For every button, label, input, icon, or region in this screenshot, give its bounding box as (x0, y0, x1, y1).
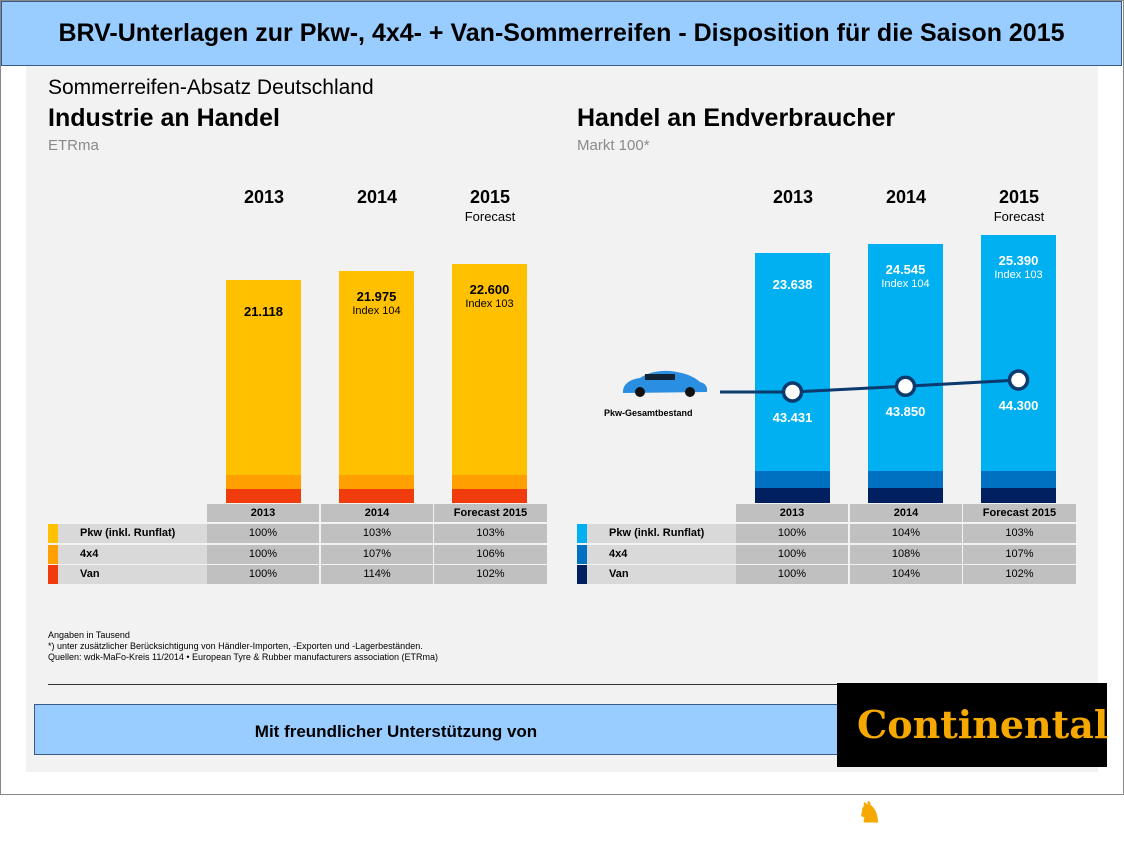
table-row-label: 4x4 (48, 544, 207, 564)
bar-segment-van (981, 488, 1056, 503)
bar-value-label: 23.638 (772, 277, 813, 292)
bar-index-label: Index 103 (994, 269, 1043, 281)
bar-index-label: Index 104 (352, 305, 401, 317)
line-value-label: 44.300 (998, 398, 1039, 413)
table-cell: 100% (736, 544, 848, 564)
bar-segment-van (339, 489, 414, 503)
table-header: Forecast 2015 (963, 504, 1076, 522)
note-sources: Quellen: wdk-MaFo-Kreis 11/2014 • Europe… (48, 652, 438, 662)
bar-value-label: 25.390 (998, 253, 1039, 268)
table-cell: 104% (850, 524, 962, 543)
table-row-label: Van (48, 565, 207, 584)
note-units: Angaben in Tausend (48, 630, 130, 640)
bar-total-2015: 22.600 Index 103 (452, 264, 527, 503)
continental-logo: Continental ♞ (837, 683, 1108, 829)
bar-segment-van (226, 489, 301, 503)
table-cell: 114% (321, 565, 433, 584)
table-cell: 100% (207, 544, 319, 564)
line-path (720, 378, 1019, 394)
bar-value-label: 21.975 (356, 289, 397, 304)
bar-segment-van (755, 488, 830, 503)
year-label: 2013 (772, 187, 814, 207)
year-label: 2013 (243, 187, 285, 207)
bar-segment-van (452, 489, 527, 503)
footer-text: Mit freundlicher Unterstützung von (254, 722, 538, 741)
car-icon (623, 370, 708, 397)
subtitle: Sommerreifen-Absatz Deutschland (48, 76, 374, 99)
table-header: 2014 (321, 504, 433, 522)
line-series (623, 369, 1030, 403)
chart-unit: ETRma (48, 137, 99, 154)
table-row-label: Van (577, 565, 736, 584)
bar-value-label: 22.600 (469, 282, 510, 297)
chart-unit: Markt 100* (577, 137, 650, 154)
bar-value-label: 24.545 (885, 262, 926, 277)
bar-value-label: 21.118 (243, 304, 284, 319)
bar-segment-4x4 (868, 471, 943, 488)
line-value-label: 43.431 (772, 410, 813, 425)
table-cell: 100% (736, 565, 848, 584)
bar-segment-4x4 (755, 471, 830, 488)
bar-index-label: Index 103 (465, 298, 514, 310)
table-cell: 104% (850, 565, 962, 584)
table-cell: 102% (434, 565, 547, 584)
note-asterisk: *) unter zusätzlicher Berücksichtigung v… (48, 641, 423, 651)
table-cell: 100% (207, 524, 319, 543)
table-cell: 103% (963, 524, 1076, 543)
year-label: 2015 (998, 187, 1040, 207)
year-label: 2015 (469, 187, 511, 207)
bar-segment-van (868, 488, 943, 503)
table-header: 2013 (207, 504, 319, 522)
bar-total-2013: 23.638 (755, 253, 830, 503)
table-cell: 107% (963, 544, 1076, 564)
divider (48, 684, 848, 685)
table-cell: 103% (434, 524, 547, 543)
line-series-label: Pkw-Gesamtbestand (604, 408, 693, 418)
table-cell: 100% (207, 565, 319, 584)
chart-title: Industrie an Handel (48, 104, 280, 132)
table-cell: 100% (736, 524, 848, 543)
bar-segment-4x4 (452, 475, 527, 489)
table-row-label: 4x4 (577, 544, 736, 564)
bar-total-2014: 24.545 Index 104 (868, 244, 943, 503)
table-row-label: Pkw (inkl. Runflat) (577, 524, 736, 543)
bar-total-2014: 21.975 Index 104 (339, 271, 414, 503)
footnotes: Angaben in Tausend *) unter zusätzlicher… (48, 630, 438, 663)
bar-segment-4x4 (981, 471, 1056, 488)
table-cell: 102% (963, 565, 1076, 584)
line-point (894, 375, 917, 397)
table-cell: 103% (321, 524, 433, 543)
table-header: Forecast 2015 (434, 504, 547, 522)
title-bar: BRV-Unterlagen zur Pkw-, 4x4- + Van-Somm… (1, 1, 1122, 66)
table-row-label: Pkw (inkl. Runflat) (48, 524, 207, 543)
forecast-label: Forecast (464, 209, 516, 224)
table-cell: 108% (850, 544, 962, 564)
bar-total-2013: 21.118 (226, 280, 301, 503)
line-point (781, 381, 804, 403)
year-label: 2014 (356, 187, 398, 207)
bar-segment-4x4 (339, 475, 414, 489)
forecast-label: Forecast (993, 209, 1045, 224)
table-cell: 106% (434, 544, 547, 564)
table-cell: 107% (321, 544, 433, 564)
table-header: 2013 (736, 504, 848, 522)
bar-total-2015: 25.390 Index 103 (981, 235, 1056, 503)
line-point (1007, 369, 1030, 391)
bar-index-label: Index 104 (881, 278, 930, 290)
year-label: 2014 (885, 187, 927, 207)
table-header: 2014 (850, 504, 962, 522)
chart-title: Handel an Endverbraucher (577, 104, 896, 132)
bar-segment-4x4 (226, 475, 301, 489)
line-value-label: 43.850 (885, 404, 926, 420)
